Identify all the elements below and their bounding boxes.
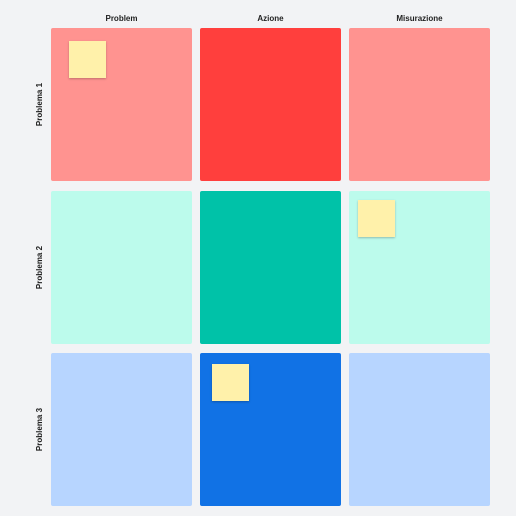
- sticky-note[interactable]: [358, 200, 395, 237]
- cell-problema-1-azione[interactable]: [200, 28, 341, 181]
- cell-problema-3-azione[interactable]: [200, 353, 341, 506]
- row-header-problema-1: Problema 1: [28, 28, 52, 181]
- row-header-problema-2: Problema 2: [28, 191, 52, 344]
- column-header-misurazione: Misurazione: [396, 14, 443, 23]
- row-header-label: Problema 1: [35, 82, 45, 127]
- sticky-note[interactable]: [212, 364, 249, 401]
- cell-problema-2-misurazione[interactable]: [349, 191, 490, 344]
- column-header-problem: Problem: [105, 14, 138, 23]
- cell-problema-2-azione[interactable]: [200, 191, 341, 344]
- row-header-problema-3: Problema 3: [28, 353, 52, 506]
- cell-problema-3-misurazione[interactable]: [349, 353, 490, 506]
- cell-problema-2-problem[interactable]: [51, 191, 192, 344]
- row-header-label: Problema 2: [35, 245, 45, 290]
- cell-problema-1-misurazione[interactable]: [349, 28, 490, 181]
- cell-problema-3-problem[interactable]: [51, 353, 192, 506]
- row-header-label: Problema 3: [35, 407, 45, 452]
- column-header-azione: Azione: [257, 14, 284, 23]
- sticky-note[interactable]: [69, 41, 106, 78]
- cell-problema-1-problem[interactable]: [51, 28, 192, 181]
